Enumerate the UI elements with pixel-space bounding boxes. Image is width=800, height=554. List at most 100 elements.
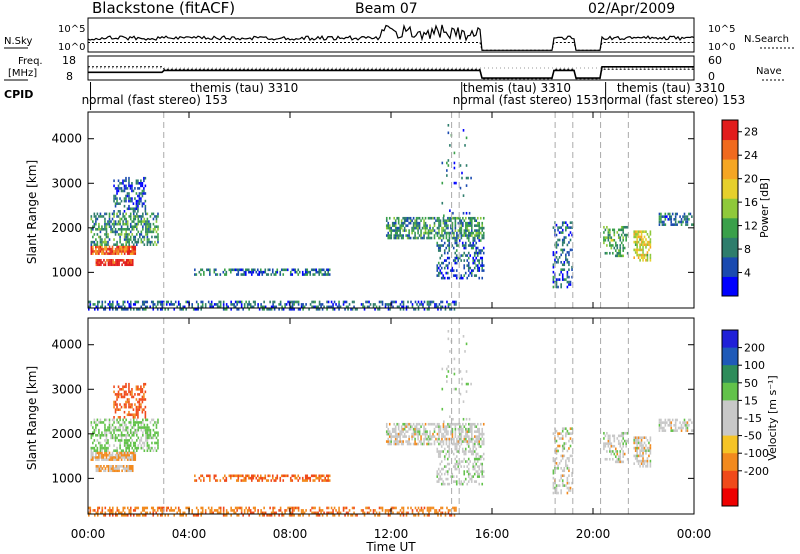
- velocity-data-cell: [157, 433, 159, 437]
- velocity-data-cell: [95, 511, 98, 515]
- velocity-data-cell: [182, 511, 185, 515]
- velocity-data-cell: [636, 459, 638, 463]
- velocity-data-cell: [443, 420, 445, 424]
- power-data-cell: [415, 224, 418, 227]
- nsearch-label: N.Search: [744, 34, 789, 45]
- power-data-cell: [113, 250, 115, 253]
- velocity-data-cell: [132, 426, 135, 429]
- velocity-data-cell: [427, 440, 430, 443]
- velocity-data-cell: [135, 418, 138, 422]
- velocity-data-cell: [253, 474, 256, 478]
- power-data-cell: [289, 273, 292, 276]
- velocity-data-cell: [105, 418, 108, 422]
- velocity-data-cell: [95, 453, 97, 457]
- power-data-cell: [453, 308, 456, 311]
- velocity-data-cell: [470, 432, 473, 436]
- power-data-cell: [436, 244, 439, 247]
- power-data-cell: [619, 251, 622, 255]
- power-data-cell: [143, 303, 146, 306]
- velocity-data-cell: [408, 437, 410, 441]
- power-data-cell: [683, 215, 686, 218]
- power-data-cell: [116, 212, 118, 216]
- velocity-data-cell: [101, 458, 103, 461]
- velocity-data-cell: [633, 436, 635, 440]
- power-data-cell: [123, 227, 126, 231]
- velocity-data-cell: [126, 514, 129, 517]
- velocity-data-cell: [120, 439, 123, 442]
- power-data-cell: [393, 300, 396, 304]
- power-data-cell: [469, 254, 472, 257]
- velocity-data-cell: [292, 474, 295, 478]
- power-data-cell: [366, 300, 369, 304]
- velocity-data-cell: [98, 421, 100, 424]
- power-data-cell: [290, 305, 292, 309]
- power-data-cell: [421, 216, 424, 220]
- velocity-data-cell: [394, 440, 397, 443]
- velocity-data-cell: [568, 457, 570, 460]
- power-data-cell: [252, 305, 255, 309]
- velocity-data-cell: [234, 511, 237, 515]
- power-scatter-data: [88, 123, 695, 311]
- power-data-cell: [105, 233, 108, 236]
- power-data-cell: [146, 243, 149, 247]
- velocity-data-cell: [566, 481, 569, 485]
- power-data-cell: [350, 308, 352, 311]
- freq-panel-frame: [87, 55, 695, 81]
- velocity-scatter-data: [88, 329, 695, 517]
- velocity-data-cell: [129, 436, 132, 440]
- power-data-cell: [467, 264, 470, 267]
- velocity-data-cell: [240, 479, 243, 482]
- velocity-data-cell: [102, 421, 105, 424]
- power-data-cell: [128, 227, 130, 231]
- power-data-cell: [311, 300, 313, 304]
- power-data-cell: [452, 274, 455, 277]
- power-data-cell: [622, 225, 625, 229]
- velocity-data-cell: [414, 430, 416, 433]
- velocity-data-cell: [128, 398, 130, 401]
- velocity-data-cell: [128, 382, 130, 386]
- velocity-data-cell: [613, 437, 616, 440]
- velocity-data-cell: [161, 511, 164, 515]
- velocity-data-cell: [674, 429, 677, 432]
- power-data-cell: [154, 225, 156, 229]
- power-data-cell: [455, 241, 458, 245]
- power-data-cell: [569, 226, 572, 229]
- power-data-cell: [607, 238, 610, 242]
- power-data-cell: [122, 212, 124, 216]
- velocity-data-cell: [93, 418, 96, 422]
- velocity-data-cell: [148, 426, 150, 429]
- velocity-data-cell: [571, 454, 573, 458]
- velocity-data-cell: [108, 421, 111, 424]
- velocity-data-cell: [399, 435, 401, 438]
- velocity-data-cell: [403, 422, 406, 426]
- power-data-cell: [643, 256, 646, 260]
- power-data-cell: [159, 308, 162, 311]
- velocity-data-cell: [622, 444, 625, 448]
- power-data-cell: [470, 229, 473, 232]
- power-data-cell: [148, 222, 150, 226]
- power-colorbar-swatch: [722, 139, 738, 160]
- power-data-cell: [444, 221, 446, 225]
- power-data-cell: [140, 199, 142, 203]
- velocity-data-cell: [129, 441, 132, 445]
- power-data-cell: [126, 187, 129, 190]
- velocity-data-cell: [108, 511, 111, 515]
- velocity-data-cell: [465, 390, 468, 393]
- velocity-data-cell: [101, 511, 104, 515]
- velocity-data-cell: [90, 446, 93, 450]
- velocity-data-cell: [104, 433, 106, 437]
- power-data-cell: [113, 179, 115, 183]
- power-data-cell: [397, 219, 400, 223]
- velocity-data-cell: [478, 435, 481, 438]
- power-data-cell: [117, 303, 120, 306]
- velocity-data-cell: [405, 435, 407, 438]
- velocity-data-cell: [138, 514, 141, 517]
- velocity-data-cell: [457, 422, 460, 426]
- power-data-cell: [393, 224, 396, 227]
- power-data-cell: [222, 305, 225, 309]
- power-data-cell: [154, 227, 156, 231]
- velocity-data-cell: [243, 479, 246, 482]
- power-data-cell: [454, 219, 457, 223]
- velocity-data-cell: [143, 514, 146, 517]
- power-data-cell: [135, 202, 138, 205]
